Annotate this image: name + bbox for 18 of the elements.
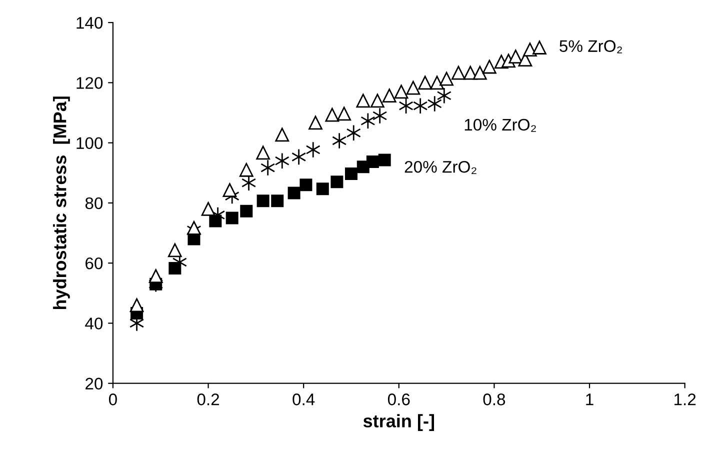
series-label: 5% ZrO₂ <box>560 40 622 54</box>
y-tick-label: 40 <box>85 318 103 330</box>
x-tick-label: 0 <box>108 394 117 406</box>
y-tick-label: 100 <box>76 137 103 150</box>
x-tick-label: 0.2 <box>197 394 220 406</box>
x-tick-label: 0.4 <box>292 394 315 406</box>
x-tick-label: 1.2 <box>674 394 696 406</box>
x-tick-label: 0.8 <box>483 394 506 406</box>
series-label: 20% ZrO₂ <box>404 160 476 174</box>
y-tick-label: 80 <box>85 197 103 210</box>
y-axis-title: hydrostatic stress [MPa] <box>53 96 70 310</box>
y-tick-label: 120 <box>76 77 103 89</box>
y-tick-label: 140 <box>76 16 103 29</box>
y-tick-label: 60 <box>86 257 103 270</box>
x-tick-label: 1 <box>586 394 594 406</box>
x-axis-title: strain [-] <box>363 414 434 431</box>
x-tick-label: 0.6 <box>388 394 410 406</box>
y-tick-label: 20 <box>86 378 103 390</box>
